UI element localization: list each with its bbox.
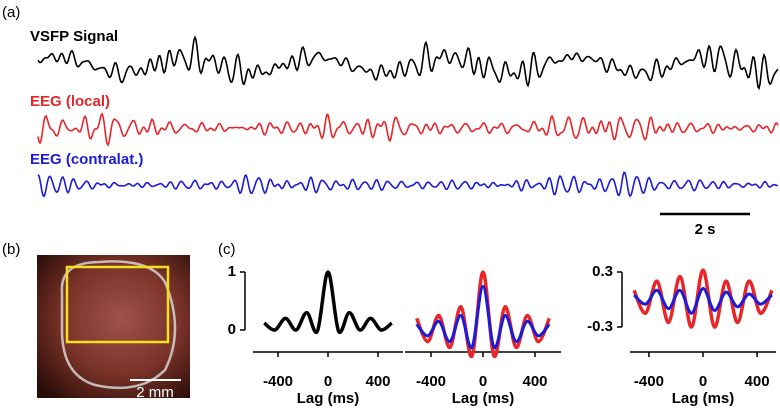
x-tick-label: 0 bbox=[324, 373, 332, 390]
trace-label: EEG (local) bbox=[30, 93, 110, 110]
roi-box bbox=[65, 265, 170, 344]
x-tick-label: -400 bbox=[634, 373, 664, 390]
series-line bbox=[415, 270, 551, 358]
x-tick-label: -400 bbox=[263, 373, 293, 390]
x-axis-label: Lag (ms) bbox=[672, 390, 735, 407]
series-line bbox=[415, 284, 551, 349]
x-axis-label: Lag (ms) bbox=[297, 390, 360, 407]
panel-label: (a) bbox=[2, 4, 20, 21]
x-tick-label: -400 bbox=[416, 373, 446, 390]
x-tick-label: 400 bbox=[745, 373, 770, 390]
x-tick-label: 0 bbox=[699, 373, 707, 390]
scale-bar-label: 2 s bbox=[695, 221, 716, 238]
series-line bbox=[632, 268, 774, 329]
trace bbox=[37, 35, 779, 91]
window-edge bbox=[60, 260, 177, 390]
y-tick-label: -0.3 bbox=[587, 318, 613, 335]
trace-label: VSFP Signal bbox=[30, 28, 118, 45]
trace-label: EEG (contralat.) bbox=[30, 151, 143, 168]
x-tick-label: 400 bbox=[522, 373, 547, 390]
scale-bar-label: 2 mm bbox=[136, 384, 174, 401]
y-tick-label: 0.3 bbox=[592, 263, 613, 280]
series-line bbox=[263, 270, 393, 335]
series-line bbox=[633, 287, 773, 315]
x-tick-label: 400 bbox=[365, 373, 390, 390]
y-tick-label: 1 bbox=[228, 263, 236, 280]
trace bbox=[37, 112, 779, 147]
panel-label: (b) bbox=[2, 241, 20, 258]
x-tick-label: 0 bbox=[479, 373, 487, 390]
y-tick-label: 0 bbox=[228, 321, 236, 338]
x-axis-label: Lag (ms) bbox=[452, 390, 515, 407]
panel-label: (c) bbox=[218, 241, 236, 258]
traces bbox=[37, 35, 779, 198]
trace bbox=[37, 171, 779, 198]
